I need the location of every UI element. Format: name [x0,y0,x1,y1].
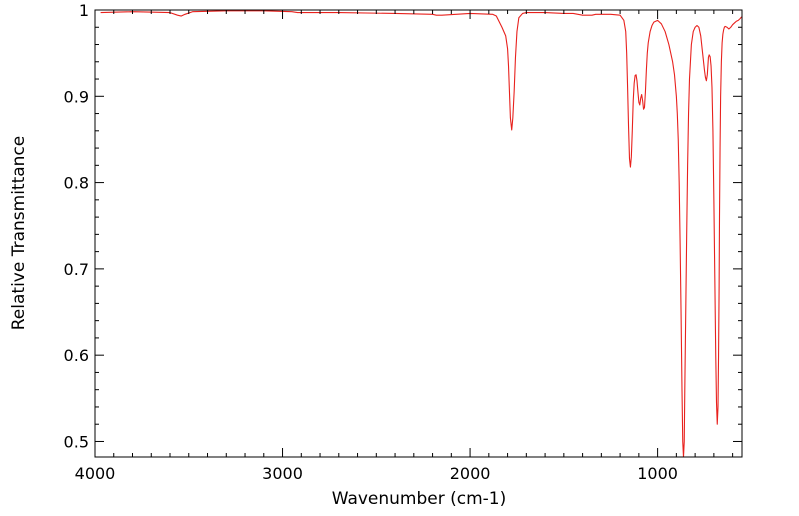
x-tick-label: 1000 [637,464,678,483]
axes: 4000 3000 2000 1000 0.5 0.6 0.7 0.8 0.9 1 [64,1,743,483]
x-tick-label: 3000 [262,464,303,483]
x-tick-label: 2000 [450,464,491,483]
y-tick-label: 0.5 [64,432,89,451]
plot-area [100,10,742,457]
plot-frame [94,9,743,458]
x-tick-label: 4000 [75,464,116,483]
spectrum-line-0 [100,10,742,457]
y-tick-label: 0.8 [64,174,89,193]
y-tick-label: 1 [79,1,89,20]
y-tick-label: 0.7 [64,260,89,279]
y-axis-label: Relative Transmittance [9,136,29,331]
y-tick-label: 0.9 [64,87,89,106]
x-axis-label: Wavenumber (cm-1) [332,489,507,509]
y-tick-label: 0.6 [64,346,89,365]
